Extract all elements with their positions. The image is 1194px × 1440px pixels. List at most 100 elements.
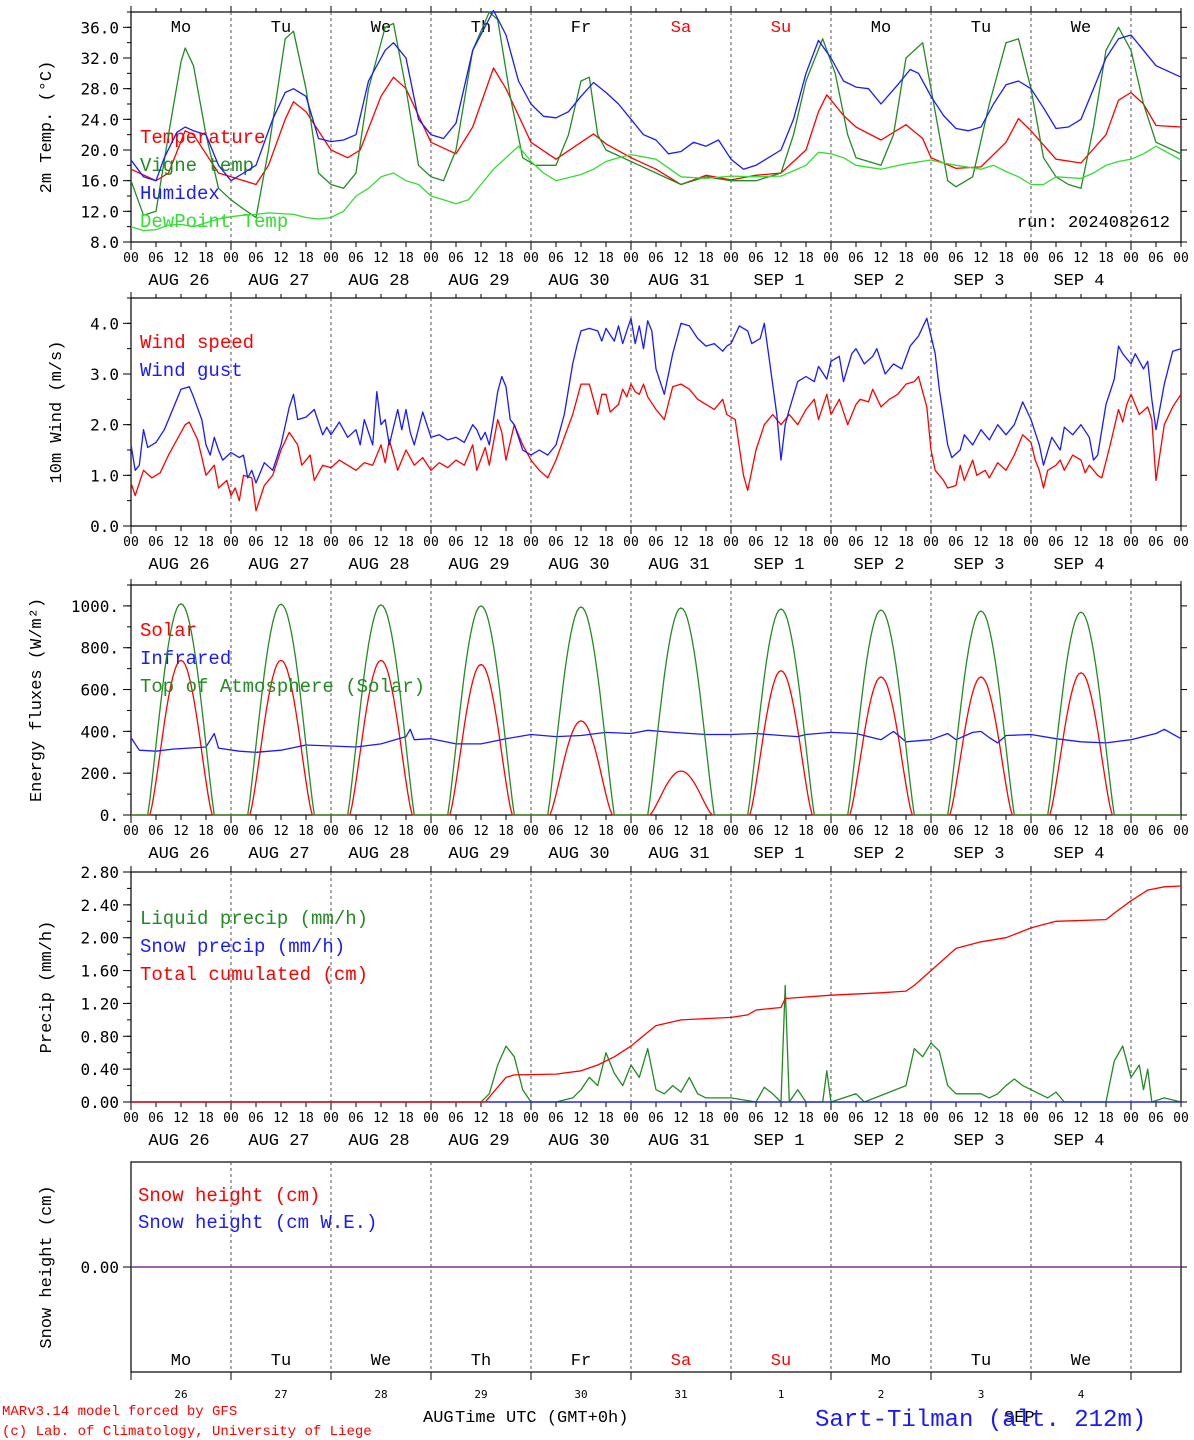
- date-label: AUG 27: [248, 845, 309, 864]
- day-name-label: Su: [771, 19, 791, 38]
- x-tick-label: 00: [223, 1111, 239, 1126]
- x-tick-label: 00: [1173, 824, 1189, 839]
- x-tick-label: 12: [673, 1111, 689, 1126]
- legend-entry: Snow height (cm W.E.): [138, 1212, 377, 1234]
- x-tick-label: 00: [1123, 1111, 1139, 1126]
- month-left: AUG: [423, 1409, 454, 1428]
- date-label: AUG 27: [248, 1132, 309, 1151]
- date-label: SEP 4: [1053, 845, 1104, 864]
- x-tick-label: 00: [1123, 824, 1139, 839]
- panel-snow: Mo Tu We Th Fr Sa Su Mo Tu We 26 27 28 29 30 31 1 2 3 4 0.00…: [38, 1161, 1187, 1401]
- x-tick-label: 18: [598, 535, 614, 550]
- lab-credit: (c) Lab. of Climatology, University of L…: [2, 1424, 372, 1440]
- x-tick-label: 18: [1098, 251, 1114, 266]
- x-tick-label: 18: [198, 1111, 214, 1126]
- series-temperature: [130, 67, 1182, 186]
- day-number-label: 26: [174, 1388, 187, 1401]
- y-tick-label: 0.80: [80, 1027, 119, 1046]
- x-tick-label: 12: [773, 1111, 789, 1126]
- day-name-label: Tu: [271, 1352, 291, 1371]
- date-label: AUG 26: [148, 845, 209, 864]
- x-tick-label: 00: [623, 535, 639, 550]
- x-tick-label: 18: [898, 824, 914, 839]
- x-tick-label: 06: [148, 535, 164, 550]
- x-tick-label: 18: [198, 251, 214, 266]
- y-tick-label: 0.00: [80, 1093, 119, 1112]
- x-tick-label: 00: [1173, 1111, 1189, 1126]
- x-tick-label: 06: [448, 535, 464, 550]
- date-label: AUG 27: [248, 272, 309, 291]
- x-tick-label: 00: [423, 1111, 439, 1126]
- series-liquid-precip-mm-h-: [131, 984, 1182, 1103]
- y-tick-label: 800.: [80, 639, 119, 658]
- date-label: AUG 29: [448, 1132, 509, 1151]
- date-label: SEP 1: [753, 845, 804, 864]
- y-tick-label: 0.0: [90, 517, 119, 536]
- x-tick-label: 06: [948, 824, 964, 839]
- x-tick-label: 06: [1148, 535, 1164, 550]
- date-label: SEP 1: [753, 1132, 804, 1151]
- y-tick-label: 2.00: [80, 929, 119, 948]
- date-label: AUG 27: [248, 556, 309, 575]
- x-tick-label: 06: [748, 251, 764, 266]
- day-name-label: Fr: [571, 1352, 591, 1371]
- day-name-label: Mo: [871, 1352, 891, 1371]
- x-tick-label: 00: [723, 251, 739, 266]
- date-label: AUG 28: [348, 556, 409, 575]
- y-tick-label: 8.0: [90, 233, 119, 252]
- panel-energy: 00 06 12 18 00 06 12 18 00 06 12 18 00 06 12 18 00 06 12 18…: [28, 579, 1189, 864]
- y-tick-label: 1.60: [80, 962, 119, 981]
- x-tick-label: 12: [573, 824, 589, 839]
- x-tick-label: 00: [1123, 251, 1139, 266]
- date-label: AUG 28: [348, 845, 409, 864]
- series-wind-gust: [130, 317, 1182, 484]
- y-axis-label: Precip (mm/h): [38, 921, 57, 1054]
- x-tick-label: 00: [823, 824, 839, 839]
- x-tick-label: 06: [348, 535, 364, 550]
- y-tick-label: 2.40: [80, 896, 119, 915]
- x-tick-label: 06: [548, 251, 564, 266]
- x-tick-label: 18: [298, 824, 314, 839]
- date-label: SEP 2: [853, 556, 904, 575]
- x-tick-label: 12: [573, 251, 589, 266]
- x-tick-label: 12: [573, 1111, 589, 1126]
- y-tick-label: 12.0: [80, 202, 119, 221]
- series-total-cumulated-cm-: [131, 885, 1182, 1103]
- date-label: AUG 29: [448, 845, 509, 864]
- x-tick-label: 18: [1098, 535, 1114, 550]
- date-label: AUG 31: [648, 845, 709, 864]
- y-tick-label: 0.: [100, 806, 119, 825]
- x-tick-label: 18: [998, 824, 1014, 839]
- legend-entry: Liquid precip (mm/h): [140, 908, 368, 930]
- legend-entry: Temperature: [140, 127, 265, 149]
- x-tick-label: 00: [123, 535, 139, 550]
- y-tick-label: 3.0: [90, 365, 119, 384]
- x-tick-label: 00: [723, 1111, 739, 1126]
- x-tick-label: 12: [473, 535, 489, 550]
- x-tick-label: 06: [1048, 251, 1064, 266]
- x-tick-label: 00: [423, 824, 439, 839]
- x-tick-label: 12: [273, 824, 289, 839]
- day-name-label: We: [371, 19, 391, 38]
- panel-wind: 00 06 12 18 00 06 12 18 00 06 12 18 00 06 12 18 00 06 12 18…: [48, 292, 1189, 575]
- x-tick-label: 06: [1048, 824, 1064, 839]
- series-dewpoint-temp: [130, 145, 1182, 232]
- x-tick-label: 00: [723, 824, 739, 839]
- legend-entry: Wind gust: [140, 360, 243, 382]
- day-number-label: 27: [274, 1388, 287, 1401]
- panel-precip: 00 06 12 18 00 06 12 18 00 06 12 18 00 06 12 18 00 06 12 18…: [38, 863, 1189, 1151]
- x-tick-label: 18: [798, 1111, 814, 1126]
- date-label: AUG 28: [348, 1132, 409, 1151]
- x-tick-label: 18: [298, 1111, 314, 1126]
- y-tick-label: 1.20: [80, 994, 119, 1013]
- x-tick-label: 06: [848, 535, 864, 550]
- x-tick-label: 18: [1098, 1111, 1114, 1126]
- x-tick-label: 00: [123, 824, 139, 839]
- day-name-label: Mo: [171, 1352, 191, 1371]
- x-tick-label: 06: [948, 535, 964, 550]
- x-tick-label: 06: [748, 535, 764, 550]
- x-tick-label: 18: [998, 251, 1014, 266]
- x-tick-label: 00: [623, 1111, 639, 1126]
- date-label: SEP 3: [953, 556, 1004, 575]
- x-tick-label: 00: [323, 251, 339, 266]
